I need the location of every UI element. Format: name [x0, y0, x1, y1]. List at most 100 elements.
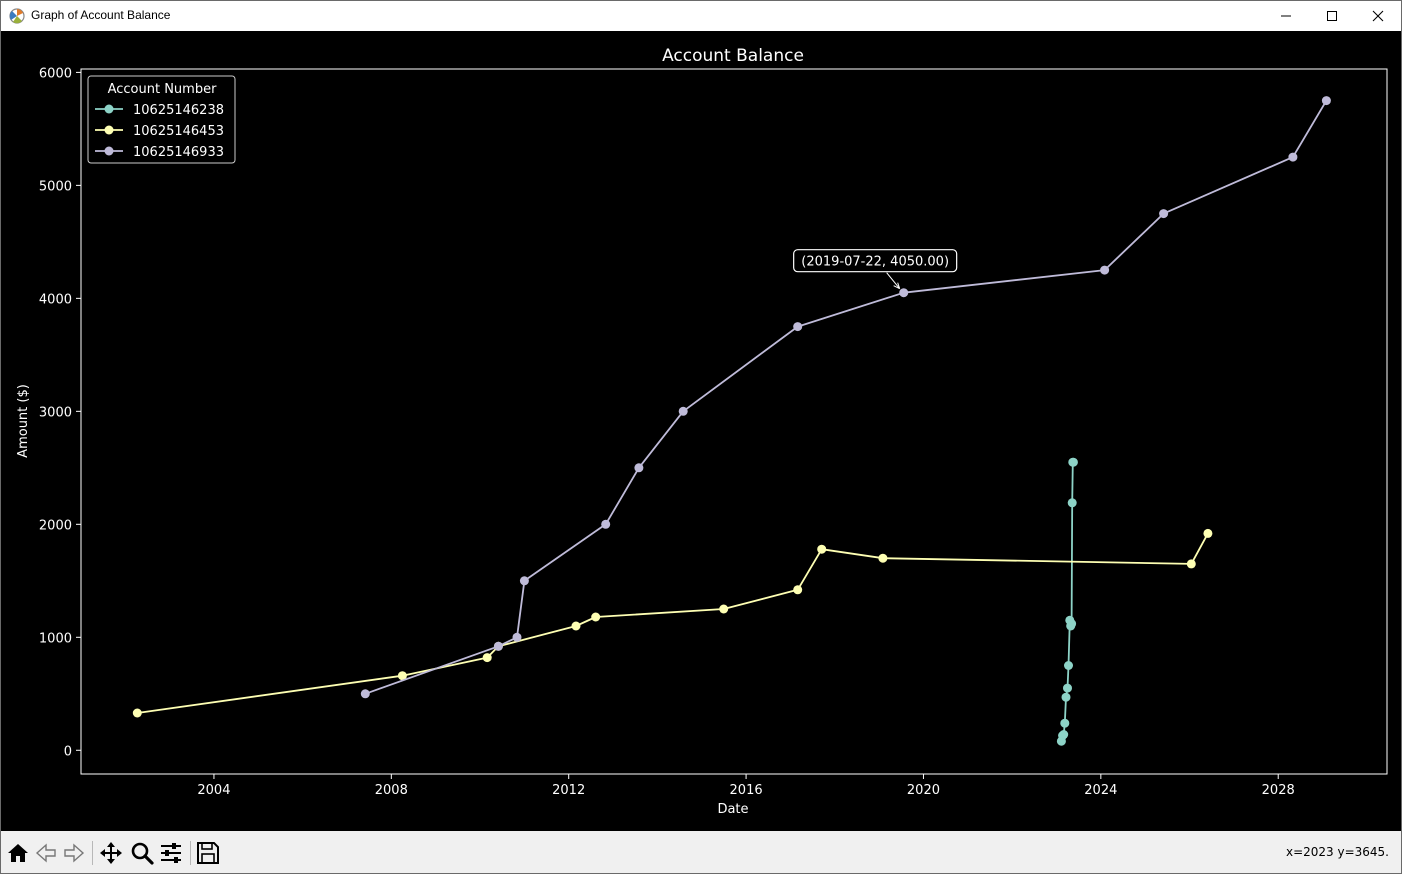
data-point[interactable]	[1203, 528, 1213, 538]
annotation-text: (2019-07-22, 4050.00)	[801, 255, 949, 270]
legend-marker	[104, 146, 114, 156]
navigation-toolbar: x=2023 y=3645.	[1, 831, 1401, 873]
y-tick-label: 0	[64, 744, 72, 759]
data-point[interactable]	[360, 689, 370, 699]
data-point[interactable]	[1064, 661, 1073, 670]
data-point[interactable]	[1321, 96, 1331, 106]
legend: Account Number 10625146238 10625146453 1…	[87, 75, 236, 164]
pan-icon	[100, 842, 122, 864]
legend-label: 10625146933	[133, 145, 224, 160]
data-point[interactable]	[1068, 457, 1078, 467]
series-10625146238	[1056, 457, 1078, 746]
data-point[interactable]	[571, 621, 581, 631]
legend-label: 10625146453	[133, 124, 224, 139]
y-axis-label: Amount ($)	[16, 384, 31, 458]
data-point[interactable]	[591, 612, 601, 622]
y-axis: 0 1000 2000 3000 4000 5000 6000	[39, 66, 81, 759]
data-point[interactable]	[793, 585, 803, 595]
data-point[interactable]	[519, 576, 529, 586]
legend-entry: 10625146238	[95, 103, 224, 118]
forward-icon	[64, 843, 85, 863]
close-icon	[1372, 10, 1384, 22]
chart-title: Account Balance	[662, 46, 804, 66]
back-icon	[35, 843, 56, 863]
data-point[interactable]	[512, 632, 522, 642]
data-point[interactable]	[1059, 730, 1069, 739]
y-tick-label: 1000	[39, 631, 72, 646]
minimize-button[interactable]	[1263, 1, 1309, 31]
x-tick-label: 2004	[197, 783, 230, 798]
x-tick-label: 2016	[730, 783, 763, 798]
legend-marker	[104, 125, 114, 135]
save-icon	[197, 842, 219, 864]
maximize-button[interactable]	[1309, 1, 1355, 31]
x-tick-label: 2028	[1262, 783, 1295, 798]
data-point[interactable]	[1063, 683, 1072, 693]
back-button[interactable]	[33, 840, 59, 866]
series-10625146453	[132, 528, 1213, 718]
legend-title: Account Number	[108, 82, 217, 97]
x-tick-label: 2020	[907, 783, 940, 798]
minimize-icon	[1281, 15, 1291, 17]
save-button[interactable]	[195, 840, 221, 866]
zoom-button[interactable]	[129, 840, 155, 866]
series-line	[137, 532, 1209, 714]
toolbar-separator	[190, 841, 191, 865]
data-point[interactable]	[899, 288, 909, 298]
data-point[interactable]	[397, 671, 407, 681]
data-point[interactable]	[634, 463, 644, 473]
series-layer	[132, 96, 1331, 746]
maximize-icon	[1327, 11, 1337, 21]
cursor-coordinates: x=2023 y=3645.	[1285, 845, 1389, 859]
app-icon	[9, 8, 25, 24]
annotation-box	[793, 249, 958, 273]
data-point[interactable]	[817, 544, 827, 554]
legend-label: 10625146238	[133, 103, 224, 118]
pan-button[interactable]	[98, 840, 124, 866]
x-tick-label: 2012	[552, 783, 585, 798]
data-point[interactable]	[482, 653, 492, 663]
data-point[interactable]	[719, 604, 729, 614]
y-tick-label: 6000	[39, 66, 72, 81]
zoom-icon	[131, 842, 154, 865]
y-tick-label: 3000	[39, 405, 72, 420]
forward-button[interactable]	[61, 840, 87, 866]
legend-entry: 10625146933	[95, 145, 224, 160]
home-button[interactable]	[5, 840, 31, 866]
home-icon	[8, 844, 28, 862]
data-point[interactable]	[1288, 152, 1298, 162]
data-point[interactable]	[1100, 265, 1110, 275]
data-point[interactable]	[1186, 559, 1196, 569]
configure-subplots-button[interactable]	[158, 840, 184, 866]
legend-box	[87, 75, 236, 164]
toolbar-separator	[92, 841, 93, 865]
x-tick-label: 2024	[1084, 783, 1117, 798]
data-point[interactable]	[132, 708, 142, 718]
series-line	[364, 100, 1328, 695]
data-point[interactable]	[878, 553, 888, 563]
data-point[interactable]	[1067, 498, 1077, 508]
annotation-arrowhead	[893, 282, 901, 290]
title-bar: Graph of Account Balance	[1, 1, 1401, 31]
data-point[interactable]	[678, 406, 688, 416]
window-title: Graph of Account Balance	[31, 8, 171, 22]
y-tick-label: 4000	[39, 292, 72, 307]
data-point[interactable]	[493, 641, 503, 651]
chart: Account Balance 2004 2008 2012 2016 2020 2024…	[16, 46, 1388, 817]
figure-canvas[interactable]: Account Balance 2004 2008 2012 2016 2020 2024…	[1, 31, 1401, 831]
configure-icon	[161, 843, 181, 863]
data-point[interactable]	[1159, 209, 1169, 219]
x-tick-label: 2008	[375, 783, 408, 798]
legend-entry: 10625146453	[95, 124, 224, 139]
series-10625146933	[360, 96, 1331, 699]
data-point[interactable]	[1061, 692, 1071, 702]
data-point[interactable]	[1060, 718, 1070, 728]
close-button[interactable]	[1355, 1, 1401, 31]
annotation-arrow	[886, 272, 901, 290]
x-axis-label: Date	[717, 802, 748, 817]
y-tick-label: 2000	[39, 518, 72, 533]
data-point[interactable]	[1067, 619, 1077, 629]
data-point[interactable]	[601, 519, 611, 529]
data-point[interactable]	[793, 322, 803, 332]
